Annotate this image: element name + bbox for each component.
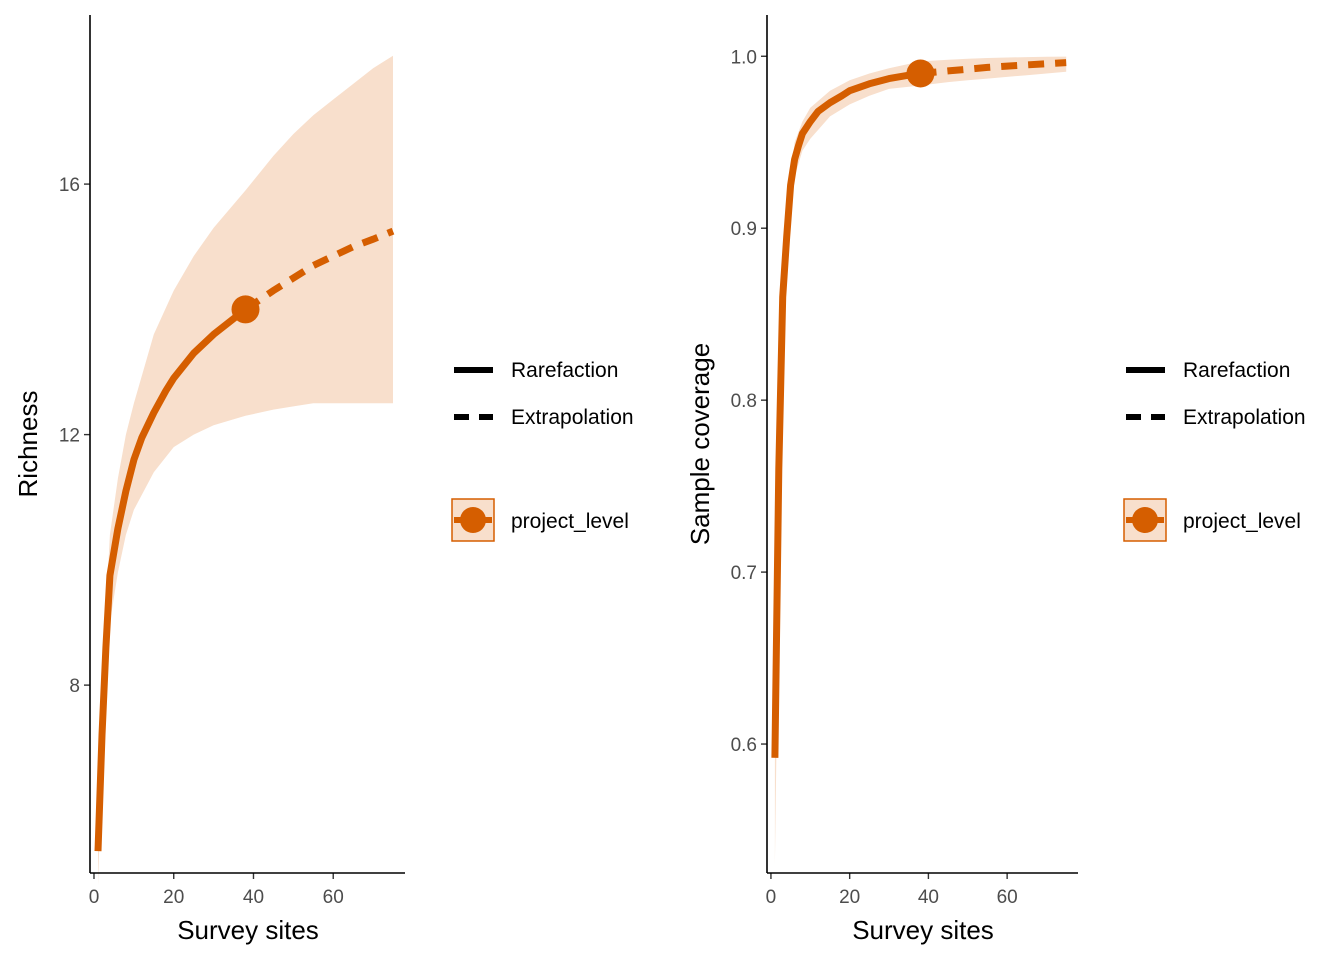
coverage-extrapolation-line [920,59,1067,77]
richness-x-axis-title: Survey sites [177,915,319,945]
assemblage-legend-label: project_level [511,510,629,533]
richness-y-ticks: 8 12 16 [59,175,90,697]
coverage-x-tick-label: 0 [766,887,777,908]
richness-y-tick-label: 8 [69,676,80,697]
richness-x-tick-label: 20 [163,887,184,908]
coverage-y-tick-label: 0.8 [731,391,757,412]
coverage-x-axis-title: Survey sites [852,915,994,945]
coverage-x-tick-label: 40 [918,887,939,908]
richness-observed-point [231,295,260,324]
richness-confidence-band [98,55,393,886]
coverage-observed-point [906,59,935,88]
richness-x-ticks: 0 20 40 60 [89,873,344,908]
extrapolation-legend-label: Extrapolation [511,406,634,429]
coverage-y-tick-label: 0.9 [731,219,757,240]
coverage-y-tick-label: 0.7 [731,563,757,584]
richness-panel: 8 12 16 0 20 40 60 Survey sites Richness [13,15,405,945]
coverage-legend: Rarefaction Extrapolation project_level [1123,359,1306,542]
richness-extrapolation-line [243,227,395,313]
richness-legend: Rarefaction Extrapolation project_level [451,359,634,542]
coverage-rarefaction-line [771,70,921,758]
coverage-y-tick-label: 0.6 [731,735,757,756]
richness-y-axis-title: Richness [13,391,43,498]
assemblage-legend-point [460,507,486,533]
richness-x-tick-label: 60 [323,887,344,908]
rarefaction-legend-label: Rarefaction [1183,359,1290,382]
coverage-y-tick-label: 1.0 [731,47,757,68]
richness-rarefaction-line [94,306,248,852]
assemblage-legend-label: project_level [1183,510,1301,533]
richness-x-tick-label: 40 [243,887,264,908]
richness-y-tick-label: 16 [59,175,80,196]
rarefaction-legend-label: Rarefaction [511,359,618,382]
richness-y-tick-label: 12 [59,426,80,447]
extrapolation-legend-label: Extrapolation [1183,406,1306,429]
coverage-x-ticks: 0 20 40 60 [766,873,1018,908]
assemblage-legend-point [1132,507,1158,533]
coverage-y-axis-title: Sample coverage [685,343,715,545]
coverage-confidence-band [774,56,1067,865]
coverage-y-ticks: 0.6 0.7 0.8 0.9 1.0 [731,47,767,756]
coverage-x-tick-label: 20 [839,887,860,908]
richness-x-tick-label: 0 [89,887,100,908]
coverage-panel: 0.6 0.7 0.8 0.9 1.0 0 20 40 60 Survey sites Sam… [685,15,1078,945]
coverage-x-tick-label: 60 [997,887,1018,908]
